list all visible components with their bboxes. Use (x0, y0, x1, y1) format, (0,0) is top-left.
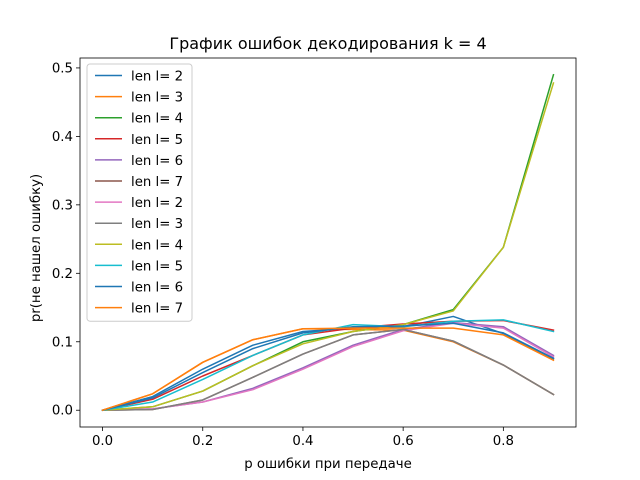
x-axis: 0.0 0.2 0.4 0.6 0.8 (92, 427, 514, 449)
y-axis-title: pr(не нашел ошибку) (28, 174, 44, 322)
y-tick-label: 0.2 (52, 267, 73, 282)
legend-label: len l= 5 (131, 259, 183, 274)
legend-label: len l= 3 (131, 91, 183, 106)
legend-label: len l= 2 (131, 196, 183, 211)
legend-box (86, 63, 193, 322)
axes-frame (79, 57, 577, 428)
x-tick-label: 0.6 (393, 434, 414, 449)
legend-label: len l= 4 (131, 238, 183, 253)
x-tick-label: 0.8 (493, 434, 514, 449)
legend-label: len l= 6 (131, 154, 183, 169)
legend: len l= 2 len l= 3 len l= 4 len l= 5 len l= 6… (86, 63, 193, 322)
y-tick-label: 0.4 (52, 130, 73, 145)
x-tick-label: 0.2 (192, 434, 213, 449)
series-line-8 (101, 328, 555, 411)
y-tick-label: 0.1 (52, 335, 73, 350)
plot-area (79, 57, 577, 428)
legend-label: len l= 6 (131, 281, 183, 296)
legend-label: len l= 7 (131, 302, 183, 317)
y-tick-label: 0.5 (52, 61, 73, 76)
legend-label: len l= 3 (131, 217, 183, 232)
series-line-9 (101, 82, 555, 412)
chart-title: График ошибок декодирования k = 4 (169, 34, 486, 53)
series-line-12 (101, 327, 555, 412)
legend-label: len l= 2 (131, 70, 183, 85)
series-line-11 (101, 322, 555, 412)
y-tick-label: 0.0 (52, 404, 73, 419)
legend-label: len l= 5 (131, 133, 183, 148)
y-tick-label: 0.3 (52, 198, 73, 213)
legend-label: len l= 7 (131, 175, 183, 190)
legend-label: len l= 4 (131, 112, 183, 127)
y-axis: 0.0 0.1 0.2 0.3 0.4 0.5 (52, 61, 80, 419)
x-tick-label: 0.0 (92, 434, 113, 449)
x-tick-label: 0.4 (292, 434, 313, 449)
x-axis-title: p ошибки при передаче (244, 456, 412, 472)
